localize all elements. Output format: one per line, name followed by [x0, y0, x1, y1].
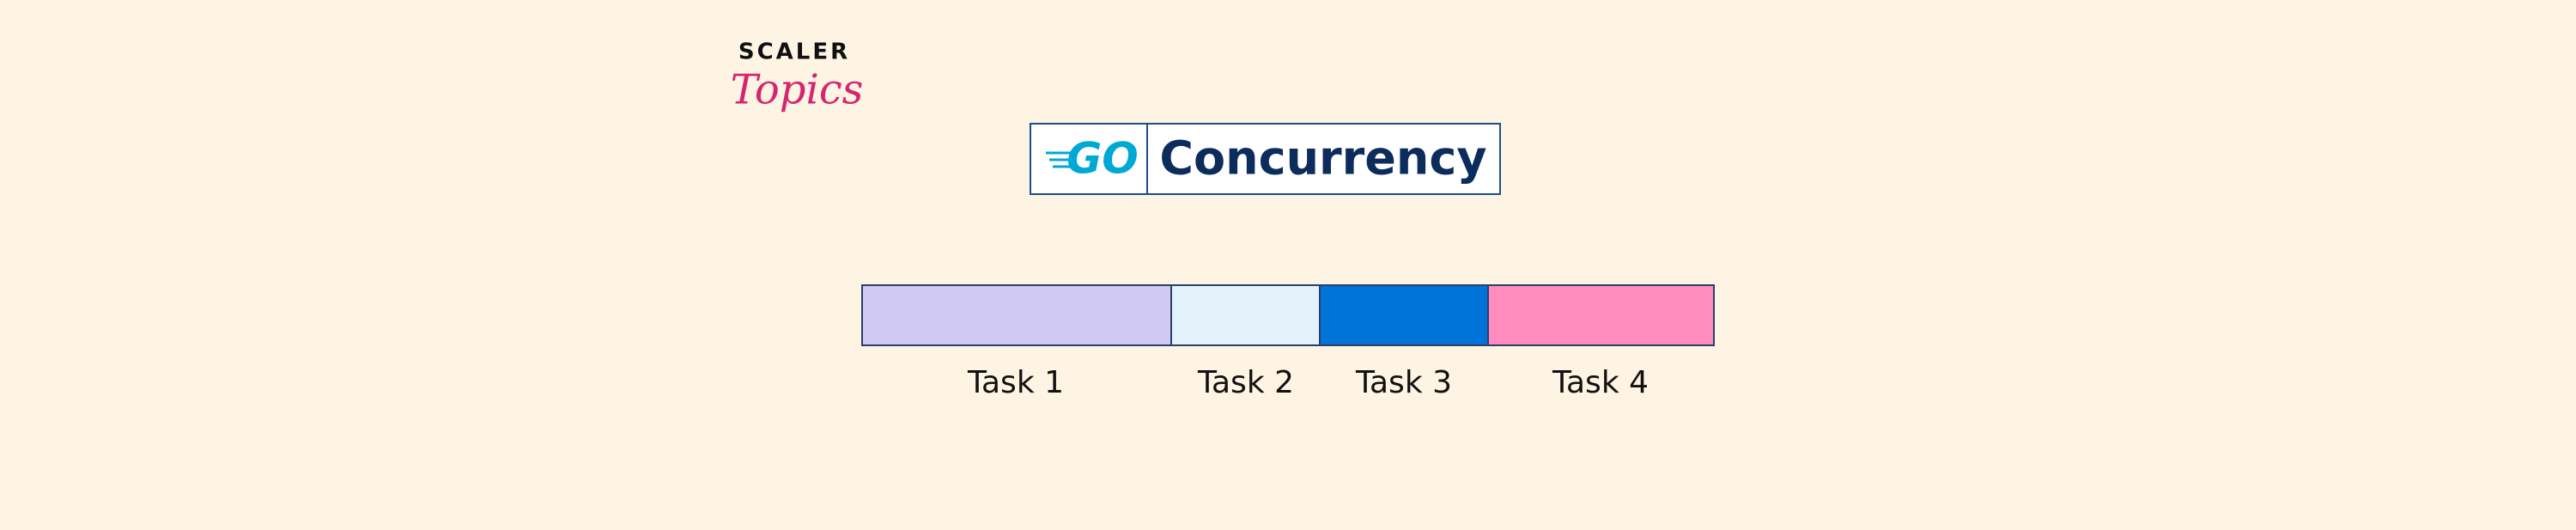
header-title: Concurrency: [1159, 131, 1486, 186]
header-box: [1030, 123, 1501, 195]
logo-line1: SCALER: [738, 40, 850, 65]
task-label: Task 3: [1355, 365, 1452, 400]
task-segment: [1171, 285, 1320, 345]
task-label: Task 1: [967, 365, 1064, 400]
bar-outline: [861, 284, 1715, 346]
logo-line2: Topics: [731, 66, 864, 114]
task-segment: [1320, 285, 1488, 345]
task-label: Task 2: [1197, 365, 1294, 400]
speed-lines: [1046, 151, 1072, 168]
task-segment: [862, 285, 1171, 345]
go-badge: GO: [1066, 134, 1139, 184]
task-segment: [1488, 285, 1714, 345]
task-label: Task 4: [1552, 365, 1649, 400]
